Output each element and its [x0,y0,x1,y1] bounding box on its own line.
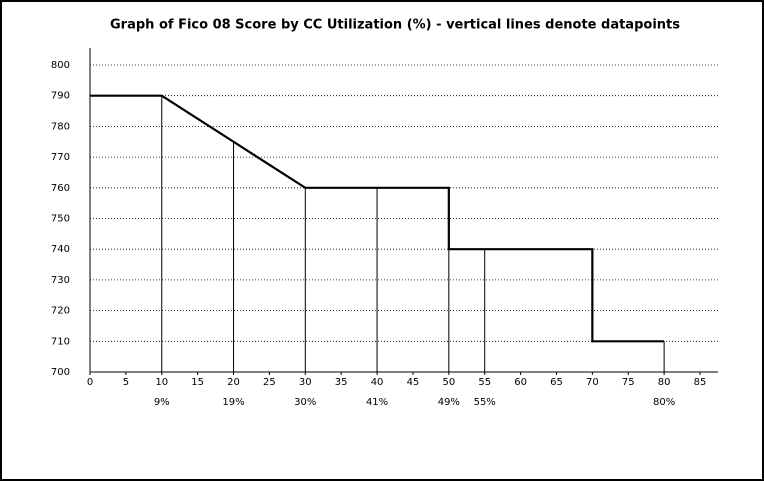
x-tick-label: 45 [407,377,420,388]
x-tick-label: 35 [335,377,348,388]
datapoint-label: 80% [653,397,675,408]
y-tick-label: 770 [51,152,70,163]
x-tick-label: 55 [478,377,491,388]
x-tick-label: 75 [622,377,635,388]
datapoint-label: 49% [438,397,460,408]
x-tick-label: 80 [658,377,671,388]
y-tick-label: 730 [51,275,70,286]
x-tick-label: 15 [191,377,204,388]
y-tick-label: 790 [51,91,70,102]
y-tick-label: 700 [51,367,70,378]
x-tick-label: 0 [87,377,93,388]
datapoint-label: 41% [366,397,388,408]
chart-title: Graph of Fico 08 Score by CC Utilization… [110,18,680,33]
line [90,94,665,343]
datapoint-label: 9% [154,397,170,408]
x-tick-label: 30 [299,377,312,388]
y-tick-label: 800 [51,60,70,71]
x-tick-label: 20 [227,377,240,388]
x-tick-label: 5 [123,377,129,388]
y-tick-label: 710 [51,336,70,347]
y-tick-label: 760 [51,183,70,194]
x-tick-label: 40 [371,377,384,388]
datapoint-label: 30% [294,397,316,408]
x-tick-label: 60 [514,377,527,388]
datapoint-label: 19% [222,397,244,408]
y-tick-label: 740 [51,244,70,255]
x-tick-label: 85 [694,377,707,388]
datapoint-label: 55% [474,397,496,408]
y-tick-label: 750 [51,214,70,225]
y-tick-label: 780 [51,121,70,132]
x-tick-label: 70 [586,377,599,388]
x-tick-label: 25 [263,377,276,388]
x-tick-label: 10 [155,377,168,388]
y-tick-label: 720 [51,306,70,317]
x-tick-label: 50 [442,377,455,388]
x-tick-label: 65 [550,377,563,388]
